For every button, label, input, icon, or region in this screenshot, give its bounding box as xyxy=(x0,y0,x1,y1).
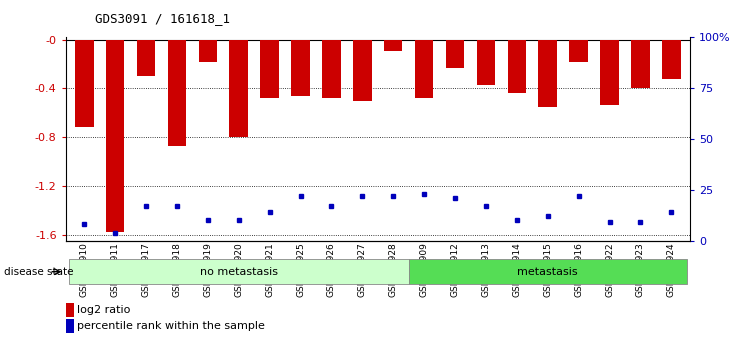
Bar xyxy=(569,40,588,62)
Bar xyxy=(409,259,687,285)
Bar xyxy=(199,40,217,62)
Bar xyxy=(353,40,372,101)
Text: metastasis: metastasis xyxy=(518,267,578,277)
Bar xyxy=(261,40,279,98)
Bar xyxy=(477,40,495,85)
Bar xyxy=(446,40,464,68)
Bar xyxy=(662,40,680,79)
Text: GDS3091 / 161618_1: GDS3091 / 161618_1 xyxy=(95,12,230,25)
Bar xyxy=(539,40,557,107)
Bar xyxy=(137,40,155,76)
Bar xyxy=(69,259,409,285)
Bar xyxy=(229,40,248,137)
Bar xyxy=(507,40,526,93)
Bar xyxy=(415,40,434,98)
Text: disease state: disease state xyxy=(4,267,73,277)
Bar xyxy=(75,40,93,127)
Bar xyxy=(106,40,124,232)
Text: no metastasis: no metastasis xyxy=(200,267,277,277)
Text: log2 ratio: log2 ratio xyxy=(77,305,130,315)
Bar xyxy=(600,40,619,105)
Bar xyxy=(168,40,186,145)
Bar xyxy=(322,40,341,98)
Text: percentile rank within the sample: percentile rank within the sample xyxy=(77,321,264,331)
Bar xyxy=(291,40,310,96)
Bar xyxy=(631,40,650,88)
Bar xyxy=(384,40,402,51)
